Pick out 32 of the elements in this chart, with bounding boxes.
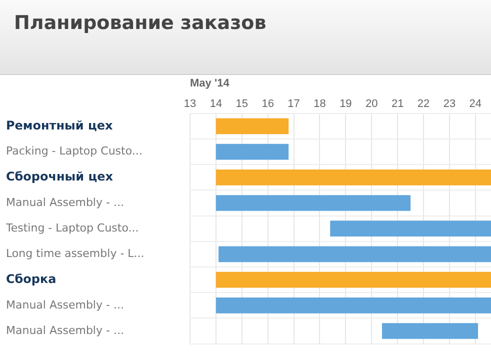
bar [216, 272, 491, 288]
x-tick-label: 15 [236, 98, 248, 110]
x-tick-label: 24 [469, 98, 482, 110]
y-tick-label: Packing - Laptop Custo... [6, 144, 142, 158]
bar [382, 323, 478, 339]
x-tick-label: 17 [288, 98, 300, 110]
x-tick-label: 21 [391, 98, 404, 110]
x-tick-label: 18 [314, 98, 326, 110]
x-tick-label: 14 [210, 98, 222, 110]
bar [216, 144, 289, 160]
y-tick-label: Сборочный цех [6, 170, 114, 184]
y-tick-label: Manual Assembly - ... [6, 298, 124, 312]
y-tick-label: Manual Assembly - ... [6, 324, 124, 337]
bar [216, 169, 491, 186]
chart-title: Планирование заказов [14, 12, 268, 34]
bar [330, 220, 491, 237]
x-tick-label: 19 [340, 98, 352, 110]
x-tick-label: 22 [417, 98, 430, 110]
x-tick-label: 16 [262, 98, 274, 110]
y-tick-label: Testing - Laptop Custo... [5, 221, 139, 234]
bar [218, 246, 491, 262]
x-axis-title: May '14 [190, 78, 230, 90]
y-tick-label: Manual Assembly - ... [6, 196, 124, 209]
y-tick-label: Long time assembly - L... [6, 247, 144, 260]
x-tick-label: 20 [366, 98, 378, 110]
y-tick-label: Сборка [6, 272, 56, 286]
x-tick-label: 23 [443, 98, 456, 110]
x-tick-label: 13 [184, 98, 196, 110]
bar [216, 118, 289, 134]
bar [216, 297, 491, 314]
bar [216, 195, 411, 211]
y-tick-label: Ремонтный цех [6, 118, 113, 132]
